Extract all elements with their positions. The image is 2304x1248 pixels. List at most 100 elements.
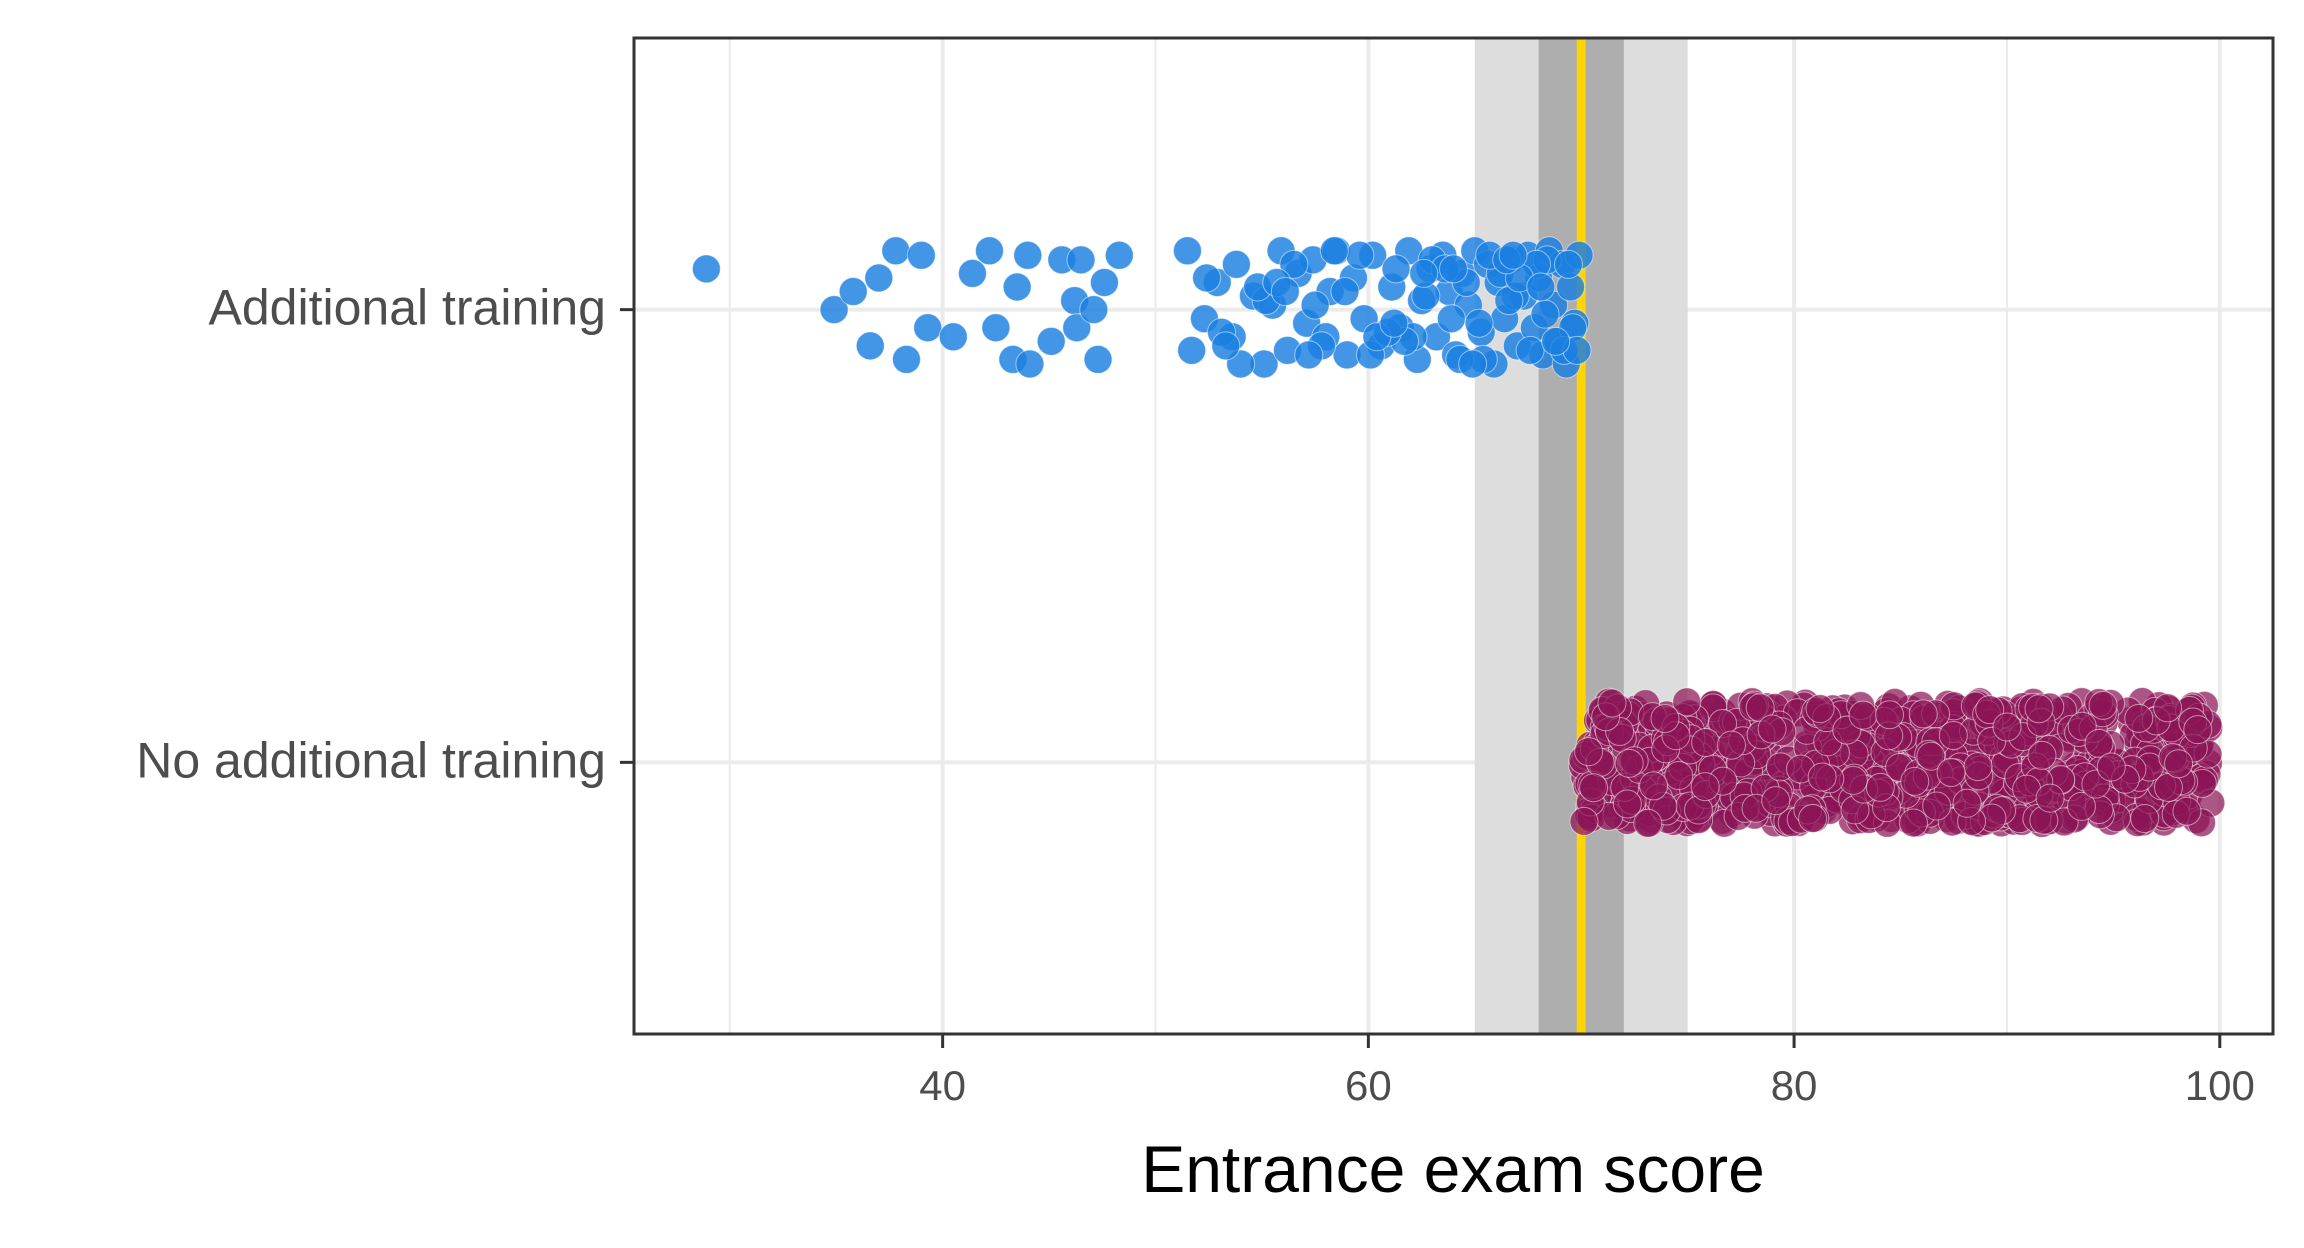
data-point-no-additional-training bbox=[1908, 699, 1938, 729]
data-point-additional-training bbox=[1319, 236, 1349, 266]
data-point-no-additional-training bbox=[2096, 752, 2126, 782]
data-point-no-additional-training bbox=[1916, 741, 1946, 771]
frame-layer bbox=[632, 36, 2275, 1036]
data-point-additional-training bbox=[819, 295, 849, 325]
data-point-additional-training bbox=[1541, 326, 1571, 356]
x-tick-label: 100 bbox=[2185, 1062, 2255, 1109]
data-point-additional-training bbox=[1104, 240, 1134, 270]
data-point-additional-training bbox=[1409, 258, 1439, 288]
y-tick-label: No additional training bbox=[136, 732, 606, 788]
data-point-additional-training bbox=[1172, 236, 1202, 266]
grid-layer bbox=[634, 38, 2273, 1034]
data-point-additional-training bbox=[1294, 340, 1324, 370]
data-point-no-additional-training bbox=[1900, 766, 1930, 796]
data-point-no-additional-training bbox=[2027, 740, 2057, 770]
data-point-no-additional-training bbox=[2035, 783, 2065, 813]
data-point-additional-training bbox=[1177, 335, 1207, 365]
data-point-no-additional-training bbox=[1569, 806, 1599, 836]
data-point-no-additional-training bbox=[2130, 804, 2160, 834]
data-point-additional-training bbox=[1192, 263, 1222, 293]
data-point-additional-training bbox=[1330, 277, 1360, 307]
data-point-additional-training bbox=[838, 277, 868, 307]
data-point-additional-training bbox=[1515, 335, 1545, 365]
data-point-no-additional-training bbox=[1992, 712, 2022, 742]
data-point-no-additional-training bbox=[1805, 694, 1835, 724]
y-tick-label: Additional training bbox=[209, 280, 607, 336]
panel-border bbox=[632, 36, 2275, 1036]
data-point-additional-training bbox=[1381, 254, 1411, 284]
data-point-additional-training bbox=[1066, 245, 1096, 275]
data-point-additional-training bbox=[1036, 326, 1066, 356]
data-point-no-additional-training bbox=[1936, 757, 1966, 787]
data-point-additional-training bbox=[957, 258, 987, 288]
data-point-no-additional-training bbox=[1898, 808, 1928, 838]
data-point-no-additional-training bbox=[2124, 703, 2154, 733]
data-point-additional-training bbox=[855, 331, 885, 361]
data-point-additional-training bbox=[1526, 272, 1556, 302]
data-point-additional-training bbox=[1079, 295, 1109, 325]
data-point-additional-training bbox=[1062, 313, 1092, 343]
data-point-additional-training bbox=[1553, 249, 1583, 279]
data-point-no-additional-training bbox=[1691, 728, 1721, 758]
data-point-no-additional-training bbox=[1938, 720, 1968, 750]
data-point-no-additional-training bbox=[1875, 700, 1905, 730]
data-point-no-additional-training bbox=[1757, 714, 1787, 744]
data-point-additional-training bbox=[1436, 304, 1466, 334]
x-tick-label: 80 bbox=[1771, 1062, 1818, 1109]
data-point-no-additional-training bbox=[1612, 789, 1642, 819]
data-point-no-additional-training bbox=[1807, 762, 1837, 792]
bandwidth-layer bbox=[1474, 38, 1688, 1034]
data-point-additional-training bbox=[974, 236, 1004, 266]
data-point-additional-training bbox=[1002, 272, 1032, 302]
data-point-no-additional-training bbox=[1963, 752, 1993, 782]
data-point-additional-training bbox=[691, 254, 721, 284]
data-point-additional-training bbox=[891, 344, 921, 374]
x-tick-label: 40 bbox=[919, 1062, 966, 1109]
data-point-no-additional-training bbox=[2066, 791, 2096, 821]
data-point-no-additional-training bbox=[1848, 700, 1878, 730]
data-point-no-additional-training bbox=[1865, 772, 1895, 802]
data-point-additional-training bbox=[1083, 344, 1113, 374]
data-point-no-additional-training bbox=[1597, 688, 1627, 718]
data-point-additional-training bbox=[1498, 240, 1528, 270]
data-point-additional-training bbox=[1379, 308, 1409, 338]
data-point-no-additional-training bbox=[1761, 786, 1791, 816]
data-point-no-additional-training bbox=[1672, 687, 1702, 717]
data-point-additional-training bbox=[981, 313, 1011, 343]
data-point-no-additional-training bbox=[2084, 728, 2114, 758]
x-tick-label: 60 bbox=[1345, 1062, 1392, 1109]
data-point-additional-training bbox=[1015, 349, 1045, 379]
data-point-no-additional-training bbox=[1716, 730, 1746, 760]
data-point-no-additional-training bbox=[1952, 788, 1982, 818]
data-point-no-additional-training bbox=[2088, 690, 2118, 720]
data-point-no-additional-training bbox=[1579, 773, 1609, 803]
data-point-no-additional-training bbox=[1922, 791, 1952, 821]
data-point-additional-training bbox=[1345, 240, 1375, 270]
data-point-additional-training bbox=[1300, 290, 1330, 320]
data-point-no-additional-training bbox=[1614, 748, 1644, 778]
data-point-additional-training bbox=[1211, 331, 1241, 361]
data-point-additional-training bbox=[864, 263, 894, 293]
axes-layer: 40 60 80 100 No additional training Additiona… bbox=[136, 280, 2255, 1109]
data-point-additional-training bbox=[1458, 349, 1488, 379]
data-point-additional-training bbox=[938, 322, 968, 352]
data-point-no-additional-training bbox=[1664, 761, 1694, 791]
data-point-additional-training bbox=[913, 313, 943, 343]
data-point-no-additional-training bbox=[1650, 703, 1680, 733]
data-point-additional-training bbox=[906, 240, 936, 270]
data-point-no-additional-training bbox=[2024, 694, 2054, 724]
data-point-additional-training bbox=[1013, 240, 1043, 270]
data-point-no-additional-training bbox=[1639, 771, 1669, 801]
data-point-additional-training bbox=[1089, 267, 1119, 297]
panel-background bbox=[634, 38, 2273, 1034]
data-point-no-additional-training bbox=[2183, 715, 2213, 745]
data-point-additional-training bbox=[1464, 308, 1494, 338]
data-point-additional-training bbox=[1221, 249, 1251, 279]
data-point-no-additional-training bbox=[1798, 803, 1828, 833]
x-axis-title: Entrance exam score bbox=[1141, 1132, 1765, 1206]
data-point-additional-training bbox=[1530, 299, 1560, 329]
data-point-no-additional-training bbox=[2164, 749, 2194, 779]
data-point-no-additional-training bbox=[1633, 808, 1663, 838]
